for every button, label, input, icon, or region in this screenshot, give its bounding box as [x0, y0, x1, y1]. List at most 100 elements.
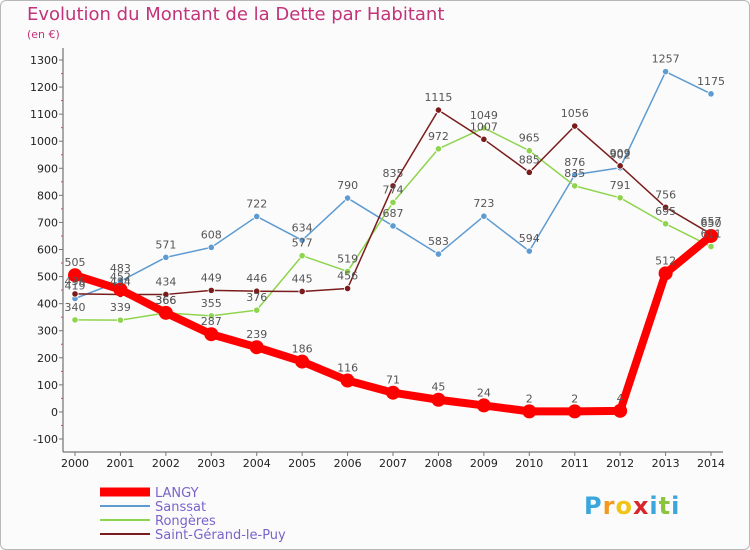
data-label: 756 — [655, 188, 676, 201]
data-label: 445 — [292, 272, 313, 285]
y-tick-label: 600 — [37, 244, 58, 257]
data-label: 452 — [110, 271, 131, 284]
data-label: 340 — [65, 301, 86, 314]
data-label: 722 — [246, 197, 267, 210]
data-label: 687 — [383, 207, 404, 220]
data-label: 505 — [65, 256, 86, 269]
data-point — [431, 392, 446, 407]
data-point — [71, 316, 79, 324]
data-point — [707, 90, 715, 98]
data-point — [661, 68, 670, 76]
chart-title: Evolution du Montant de la Dette par Hab… — [27, 4, 445, 25]
data-label: 2 — [526, 392, 533, 405]
data-label: 876 — [564, 156, 585, 169]
data-label: 1049 — [470, 109, 498, 122]
data-point — [204, 327, 219, 342]
data-point — [661, 220, 670, 228]
unit-label: (en €) — [27, 28, 60, 41]
x-tick-label: 2001 — [106, 457, 134, 470]
data-label: 1257 — [652, 53, 680, 66]
data-point — [571, 171, 579, 179]
logo-letter: i — [671, 492, 681, 520]
data-label: 1175 — [697, 75, 725, 88]
x-tick-label: 2014 — [697, 457, 725, 470]
x-tick-label: 2007 — [379, 457, 407, 470]
x-tick-label: 2000 — [61, 457, 89, 470]
data-point — [567, 404, 582, 419]
data-point — [571, 182, 579, 190]
data-point — [343, 267, 352, 276]
logo-letter: x — [632, 492, 650, 520]
y-tick-label: 200 — [37, 352, 58, 365]
data-label: 902 — [610, 149, 631, 162]
data-point — [613, 403, 628, 418]
data-point — [389, 182, 397, 190]
data-point — [434, 145, 443, 153]
data-label: 583 — [428, 235, 449, 248]
y-tick-label: 500 — [37, 271, 58, 284]
data-point — [162, 253, 170, 261]
x-tick-label: 2008 — [424, 457, 452, 470]
data-label: 650 — [701, 217, 722, 230]
logo-letter: P — [584, 492, 603, 520]
data-point — [113, 282, 128, 297]
data-point — [343, 284, 352, 293]
logo-letter: r — [602, 492, 616, 520]
data-point — [389, 222, 397, 230]
data-label: 434 — [155, 275, 176, 288]
logo-letter: i — [649, 492, 659, 520]
y-tick-label: 1100 — [30, 108, 58, 121]
data-label: 965 — [519, 132, 540, 145]
data-point — [207, 312, 215, 320]
y-tick-label: -100 — [33, 433, 58, 446]
data-label: 885 — [519, 153, 540, 166]
data-point — [616, 162, 624, 170]
legend-entry-label: Sanssat — [155, 500, 206, 515]
y-tick-label: 700 — [37, 216, 58, 229]
data-label: 519 — [337, 252, 358, 265]
data-label: 577 — [292, 237, 313, 250]
data-label: 1115 — [424, 91, 452, 104]
proxiti-logo: Proxiti — [584, 492, 680, 520]
data-point — [480, 124, 488, 132]
data-point — [386, 385, 401, 400]
data-label: 634 — [292, 221, 313, 234]
data-label: 287 — [201, 315, 222, 328]
data-point — [253, 287, 261, 295]
x-tick-label: 2009 — [470, 457, 498, 470]
data-label: 611 — [701, 228, 722, 241]
legend-entry-label: LANGY — [155, 486, 199, 501]
data-point — [525, 168, 533, 176]
x-tick-label: 2003 — [197, 457, 225, 470]
data-label: 456 — [337, 269, 358, 282]
data-point — [340, 373, 355, 388]
x-tick-label: 2005 — [288, 457, 316, 470]
data-label: 774 — [383, 183, 404, 196]
x-tick-label: 2010 — [515, 457, 543, 470]
data-point — [71, 290, 79, 298]
data-label: 239 — [246, 328, 267, 341]
data-label: 483 — [110, 262, 131, 275]
data-label: 446 — [246, 272, 267, 285]
y-tick-label: 1000 — [30, 135, 58, 148]
data-point — [525, 247, 533, 255]
data-point — [522, 404, 537, 419]
data-label: 594 — [519, 232, 540, 245]
data-label: 723 — [473, 197, 494, 210]
data-point — [162, 290, 170, 299]
data-label: 419 — [65, 279, 86, 292]
y-tick-label: 100 — [37, 379, 58, 392]
data-point — [158, 305, 173, 320]
data-label: 695 — [655, 205, 676, 218]
data-point — [658, 266, 673, 281]
y-tick-label: 300 — [37, 325, 58, 338]
data-point — [295, 354, 310, 369]
x-tick-label: 2011 — [561, 457, 589, 470]
x-tick-label: 2012 — [606, 457, 634, 470]
logo-letter: o — [615, 492, 633, 520]
data-point — [298, 236, 306, 244]
data-label: 972 — [428, 130, 449, 143]
data-point — [661, 203, 670, 211]
data-label: 45 — [431, 381, 445, 394]
